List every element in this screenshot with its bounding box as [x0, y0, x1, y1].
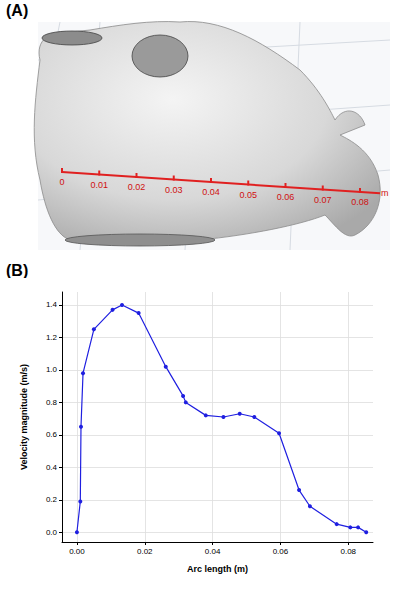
svg-text:0.03: 0.03	[165, 185, 183, 195]
svg-text:0.05: 0.05	[239, 190, 257, 200]
svg-text:0.0: 0.0	[46, 528, 58, 537]
svg-text:Velocity magnitude (m/s): Velocity magnitude (m/s)	[19, 364, 29, 470]
svg-text:1.4: 1.4	[46, 300, 58, 309]
svg-text:0: 0	[59, 177, 64, 187]
svg-text:m: m	[381, 188, 389, 198]
svg-text:0.6: 0.6	[46, 430, 58, 439]
html-text:(A): (A)	[6, 2, 29, 19]
svg-text:0.06: 0.06	[273, 547, 289, 556]
svg-text:1.2: 1.2	[46, 333, 58, 342]
svg-text:1.0: 1.0	[46, 365, 58, 374]
svg-text:Arc length (m): Arc length (m)	[187, 564, 248, 574]
svg-text:0.2: 0.2	[46, 495, 58, 504]
svg-text:0.02: 0.02	[137, 547, 153, 556]
svg-text:0.8: 0.8	[46, 398, 58, 407]
svg-text:0.4: 0.4	[46, 463, 58, 472]
svg-text:0.07: 0.07	[314, 195, 332, 205]
svg-text:0.04: 0.04	[202, 187, 220, 197]
svg-text:0.08: 0.08	[340, 547, 356, 556]
svg-text:0.02: 0.02	[128, 182, 146, 192]
html-text:(B): (B)	[6, 262, 29, 279]
svg-text:0.00: 0.00	[69, 547, 85, 556]
svg-text:0.08: 0.08	[351, 197, 369, 207]
svg-text:0.04: 0.04	[205, 547, 221, 556]
svg-text:0.06: 0.06	[277, 192, 295, 202]
svg-text:0.01: 0.01	[90, 180, 108, 190]
